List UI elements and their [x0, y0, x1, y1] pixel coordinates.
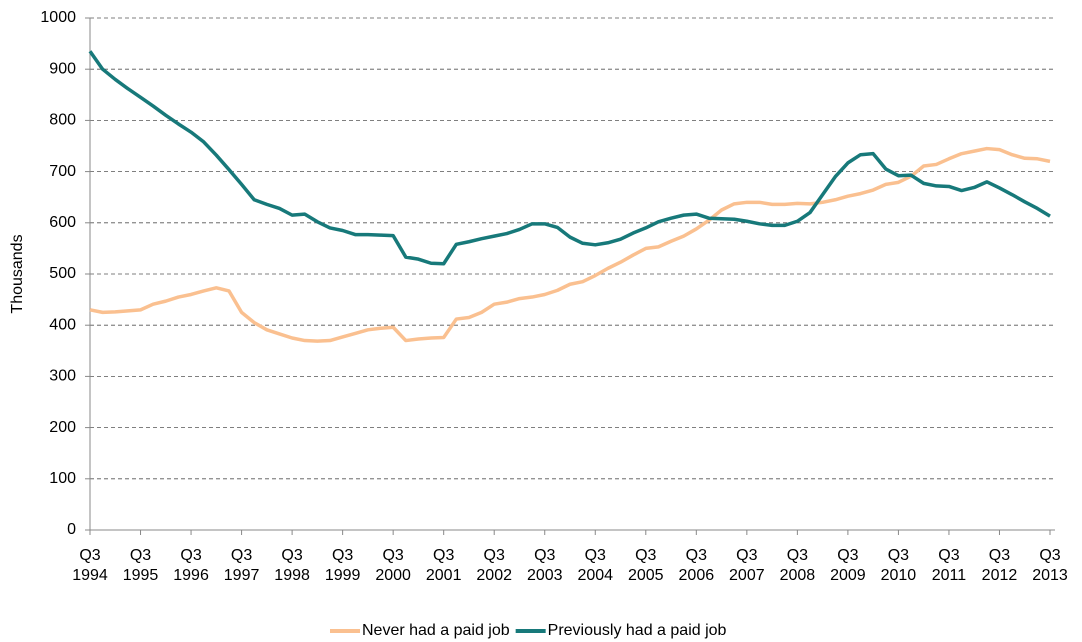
legend-label: Never had a paid job — [362, 622, 510, 639]
series-line — [89, 146, 1051, 343]
x-tick-label: Q3 1997 — [223, 547, 260, 584]
x-tick-label: Q3 2012 — [981, 547, 1018, 584]
x-tick-label: Q3 2000 — [375, 547, 411, 584]
y-tick-label: 700 — [49, 163, 76, 180]
y-axis-label: Thousands — [9, 234, 26, 313]
y-tick-label: 600 — [49, 214, 76, 231]
x-tick-label: Q3 1998 — [274, 547, 310, 584]
y-tick-label: 0 — [67, 521, 76, 538]
x-tick-label: Q3 1999 — [324, 547, 361, 584]
x-tick-label: Q3 2009 — [830, 547, 866, 584]
y-tick-label: 300 — [49, 368, 76, 385]
x-tick-label: Q3 1995 — [122, 547, 159, 584]
legend-label: Previously had a paid job — [548, 622, 727, 639]
x-tick-label: Q3 2004 — [577, 547, 614, 584]
x-tick-label: Q3 2010 — [880, 547, 917, 584]
x-tick-label: Q3 2013 — [1032, 547, 1068, 584]
x-tick-label: Q3 1994 — [72, 547, 108, 584]
x-tick-label: Q3 2007 — [729, 547, 765, 584]
x-tick-label: Q3 2011 — [931, 547, 967, 584]
x-tick-label: Q3 2002 — [476, 547, 512, 584]
y-tick-label: 900 — [49, 60, 76, 77]
y-tick-label: 400 — [49, 316, 76, 333]
x-tick-label: Q3 2008 — [779, 547, 816, 584]
x-tick-label: Q3 2006 — [678, 547, 715, 584]
y-tick-label: 200 — [49, 419, 76, 436]
x-tick-label: Q3 2005 — [627, 547, 664, 584]
x-tick-label: Q3 1996 — [173, 547, 209, 584]
y-tick-label: 800 — [49, 112, 76, 129]
y-tick-label: 500 — [49, 265, 76, 282]
x-tick-label: Q3 2001 — [425, 547, 462, 584]
y-tick-label: 100 — [49, 470, 76, 487]
series-line — [88, 50, 1051, 266]
y-tick-label: 1000 — [40, 9, 76, 26]
x-tick-label: Q3 2003 — [526, 547, 563, 584]
